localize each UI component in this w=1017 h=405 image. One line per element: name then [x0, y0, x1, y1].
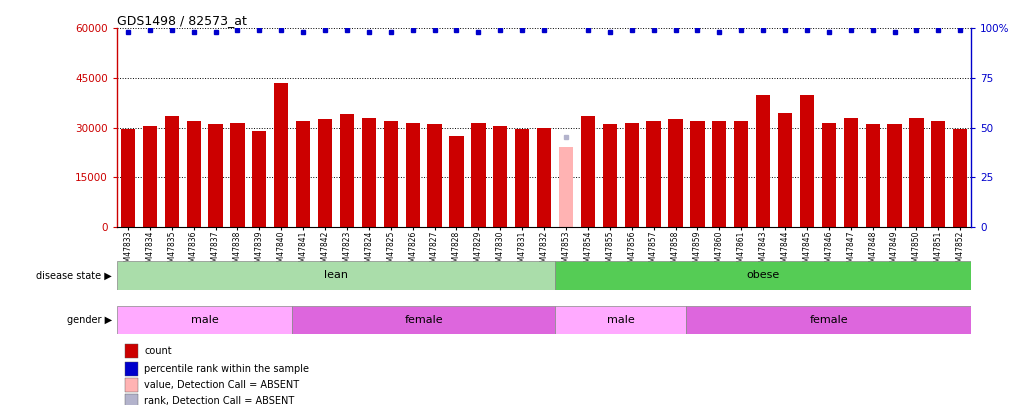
Bar: [340, 114, 354, 227]
Bar: [450, 136, 464, 227]
Bar: [230, 123, 244, 227]
Text: male: male: [191, 315, 219, 325]
Bar: [647, 121, 661, 227]
Bar: [909, 118, 923, 227]
Bar: [292, 306, 555, 334]
Text: percentile rank within the sample: percentile rank within the sample: [144, 364, 309, 374]
Text: gender ▶: gender ▶: [67, 315, 112, 325]
Bar: [427, 124, 441, 227]
Text: count: count: [144, 346, 172, 356]
Text: GDS1498 / 82573_at: GDS1498 / 82573_at: [117, 14, 247, 27]
Bar: [932, 121, 946, 227]
Bar: [208, 124, 223, 227]
Bar: [559, 147, 574, 227]
Bar: [686, 306, 971, 334]
Bar: [252, 131, 266, 227]
Bar: [493, 126, 507, 227]
Bar: [362, 118, 376, 227]
Text: male: male: [607, 315, 635, 325]
Bar: [121, 129, 135, 227]
Bar: [624, 123, 639, 227]
Text: disease state ▶: disease state ▶: [37, 271, 112, 280]
Bar: [125, 378, 138, 392]
Text: female: female: [810, 315, 848, 325]
Bar: [953, 129, 967, 227]
Bar: [318, 119, 333, 227]
Bar: [712, 121, 726, 227]
Bar: [515, 129, 529, 227]
Bar: [537, 128, 551, 227]
Bar: [691, 121, 705, 227]
Bar: [734, 121, 749, 227]
Bar: [581, 116, 595, 227]
Bar: [555, 261, 971, 290]
Bar: [888, 124, 902, 227]
Bar: [799, 94, 814, 227]
Bar: [142, 126, 157, 227]
Text: rank, Detection Call = ABSENT: rank, Detection Call = ABSENT: [144, 396, 295, 405]
Bar: [296, 121, 310, 227]
Text: obese: obese: [746, 271, 780, 280]
Bar: [756, 94, 770, 227]
Bar: [603, 124, 617, 227]
Bar: [275, 83, 289, 227]
Bar: [186, 121, 200, 227]
Bar: [117, 306, 292, 334]
Bar: [125, 394, 138, 405]
Bar: [125, 362, 138, 376]
Bar: [125, 344, 138, 358]
Bar: [844, 118, 858, 227]
Text: female: female: [405, 315, 443, 325]
Bar: [778, 113, 792, 227]
Bar: [471, 123, 485, 227]
Bar: [822, 123, 836, 227]
Bar: [383, 121, 398, 227]
Bar: [555, 306, 686, 334]
Bar: [406, 123, 420, 227]
Text: value, Detection Call = ABSENT: value, Detection Call = ABSENT: [144, 380, 299, 390]
Bar: [668, 119, 682, 227]
Bar: [865, 124, 880, 227]
Bar: [165, 116, 179, 227]
Bar: [117, 261, 555, 290]
Text: lean: lean: [324, 271, 348, 280]
